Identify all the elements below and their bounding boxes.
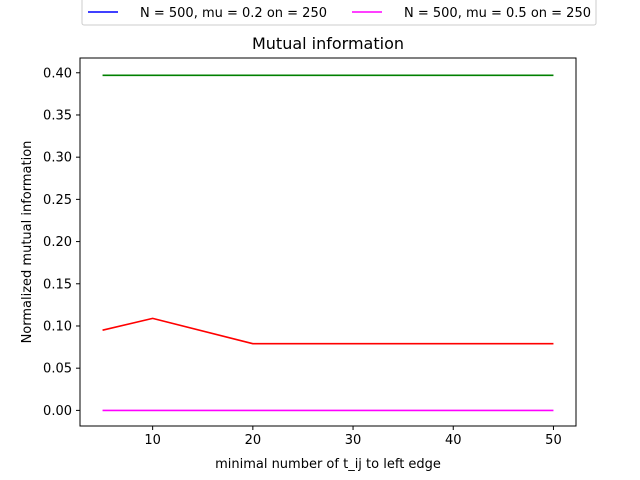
ticks-layer: 10 20 30 40 50 0.00 0.05 0.10 0.15 0.20 0.25 0.30 0.… xyxy=(43,66,562,448)
x-axis-label: minimal number of t_ij to left edge xyxy=(215,457,441,472)
x-tick-label: 40 xyxy=(445,433,462,448)
y-tick-label: 0.35 xyxy=(43,108,72,123)
chart-title: Mutual information xyxy=(252,34,404,53)
x-tick-label: 20 xyxy=(245,433,262,448)
series-layer xyxy=(102,74,554,412)
legend-frame xyxy=(81,0,597,26)
series-line-3 xyxy=(102,317,554,345)
x-tick-label: 50 xyxy=(545,433,562,448)
y-tick-label: 0.00 xyxy=(43,404,72,419)
y-tick-label: 0.25 xyxy=(43,193,72,208)
legend-label: N = 500, mu = 0.5 on = 250 xyxy=(404,6,591,21)
y-axis-label: Normalized mutual information xyxy=(20,141,35,344)
y-tick-label: 0.05 xyxy=(43,362,72,377)
x-tick-label: 30 xyxy=(345,433,362,448)
y-tick-label: 0.20 xyxy=(43,235,72,250)
y-tick-label: 0.10 xyxy=(43,319,72,334)
y-tick-label: 0.30 xyxy=(43,151,72,166)
legend: N = 500, mu = 0.2 on = 250 N = 500, mu = … xyxy=(81,0,597,26)
plot-frame xyxy=(79,57,577,427)
x-tick-label: 10 xyxy=(144,433,161,448)
plot-area xyxy=(80,58,576,426)
legend-label: N = 500, mu = 0.2 on = 250 xyxy=(140,6,327,21)
y-tick-label: 0.40 xyxy=(43,66,72,81)
y-tick-label: 0.15 xyxy=(43,277,72,292)
